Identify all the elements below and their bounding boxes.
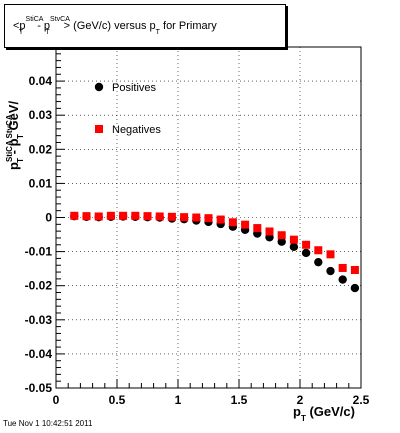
y-tick-label: -0.01 <box>25 245 53 259</box>
negatives-point <box>314 246 323 255</box>
y-tick-label: -0.03 <box>25 313 53 327</box>
negatives-point <box>204 214 213 223</box>
legend-positives-marker <box>94 82 104 92</box>
y-tick-label: 0.03 <box>29 108 53 122</box>
negatives-point <box>302 240 311 249</box>
y-axis-label: pStiCA T - pStvCA T GeV/ <box>5 101 25 170</box>
negatives-point <box>253 224 262 233</box>
negatives-point <box>326 250 335 259</box>
y-tick-label: 0.02 <box>29 142 53 156</box>
negatives-point <box>94 212 103 221</box>
negatives-point <box>289 235 298 244</box>
timestamp: Tue Nov 1 10:42:51 2011 <box>3 419 93 428</box>
negatives-point <box>228 218 237 227</box>
negatives-point <box>70 211 79 220</box>
x-tick-label: 0 <box>53 393 60 407</box>
chart-title: <pStiCA T- pStvCA T> (GeV/c) versus pT for… <box>13 16 217 36</box>
negatives-point <box>119 211 128 220</box>
legend-negatives-label: Negatives <box>112 124 161 136</box>
positives-point <box>277 237 286 246</box>
x-tick-label: 0.5 <box>109 393 126 407</box>
data-points <box>70 211 360 293</box>
negatives-point <box>143 212 152 221</box>
title-box: <pStiCA T- pStvCA T> (GeV/c) versus pT for… <box>4 4 286 48</box>
x-tick-label: 1 <box>175 393 182 407</box>
negatives-point <box>265 227 274 236</box>
x-axis-label: pT (GeV/c) <box>293 404 355 423</box>
negatives-point <box>350 266 359 275</box>
negatives-point <box>192 213 201 222</box>
negatives-point <box>277 231 286 240</box>
positives-point <box>301 248 311 258</box>
x-tick-label: 2.5 <box>353 393 370 407</box>
positives-point <box>338 275 347 284</box>
y-tick-label: -0.02 <box>25 279 53 293</box>
negatives-point <box>180 213 189 222</box>
y-tick-label: -0.04 <box>25 347 53 361</box>
legend-positives-label: Positives <box>112 82 157 94</box>
negatives-point <box>155 212 164 221</box>
legend: Positives Negatives <box>94 82 161 136</box>
y-tick-label: 0.04 <box>29 74 53 88</box>
x-tick-label: 2 <box>297 393 304 407</box>
y-tick-label: -0.05 <box>25 381 53 395</box>
x-tick-label: 1.5 <box>231 393 248 407</box>
positives-point <box>326 266 335 276</box>
negatives-point <box>241 220 250 229</box>
y-tick-label: 0 <box>45 211 52 225</box>
negatives-point <box>106 211 115 220</box>
negatives-point <box>338 263 347 272</box>
axis-ticks <box>55 53 362 389</box>
negatives-point <box>82 212 91 221</box>
negatives-point <box>216 215 225 224</box>
y-tick-label: 0.01 <box>29 176 53 190</box>
negatives-point <box>131 211 140 220</box>
positives-point <box>350 283 360 293</box>
negatives-point <box>167 212 176 221</box>
tick-labels: 0 0.5 1 1.5 2 2.5 0.04 0.03 0.02 0.01 0 -0.01 -0.02 -… <box>25 74 370 407</box>
positives-point <box>289 242 299 252</box>
positives-point <box>314 257 323 267</box>
legend-negatives-marker <box>95 125 103 133</box>
